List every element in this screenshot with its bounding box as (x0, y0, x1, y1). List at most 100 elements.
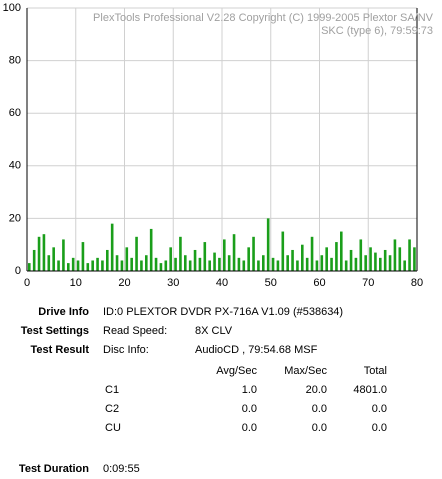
bar (154, 257, 158, 271)
bar (188, 260, 192, 271)
column-header: Avg/Sec (216, 365, 257, 377)
bar (193, 249, 197, 271)
bar (325, 247, 328, 271)
bar (130, 257, 133, 271)
value: 0:09:55 (103, 463, 140, 475)
bar (42, 234, 46, 271)
row-label: C2 (105, 403, 119, 415)
bar (125, 247, 129, 271)
bar (315, 260, 319, 271)
bar (184, 255, 187, 271)
x-tick-label: 70 (362, 277, 374, 289)
bar (120, 260, 124, 271)
bars (28, 218, 416, 271)
bar (37, 236, 41, 271)
key: Read Speed: (103, 325, 167, 337)
bar (413, 247, 416, 271)
bar (208, 260, 211, 271)
bar (232, 234, 236, 271)
x-tick-label: 20 (118, 277, 130, 289)
bar (71, 257, 75, 271)
bar (140, 260, 143, 271)
bar (276, 260, 280, 271)
bar (32, 249, 36, 271)
label: Drive Info (38, 306, 89, 318)
bar (169, 247, 172, 271)
bar (247, 247, 250, 271)
value: ID:0 PLEXTOR DVDR PX-716A V1.09 (#538634… (103, 306, 343, 318)
x-tick-label: 50 (265, 277, 277, 289)
bar (286, 255, 289, 271)
x-tick-label: 10 (70, 277, 82, 289)
bar (28, 263, 31, 271)
bar (383, 249, 387, 271)
bar (349, 249, 353, 271)
cell: 0.0 (242, 403, 257, 415)
bar (218, 257, 221, 271)
y-tick-label: 60 (9, 107, 21, 119)
y-tick-label: 0 (15, 265, 21, 277)
y-tick-label: 100 (3, 2, 21, 14)
bar (374, 252, 377, 271)
x-tick-label: 40 (216, 277, 228, 289)
cell: 4801.0 (353, 384, 387, 396)
y-tick-label: 80 (9, 55, 21, 67)
bar (330, 257, 333, 271)
bar (62, 239, 65, 271)
cell: 0.0 (312, 403, 327, 415)
bar (296, 260, 299, 271)
bar (91, 260, 94, 271)
bar (305, 257, 309, 271)
bar (223, 239, 226, 271)
bar (344, 260, 348, 271)
bar (281, 231, 285, 271)
y-tick-label: 20 (9, 212, 21, 224)
bar (340, 231, 343, 271)
bar (57, 260, 60, 271)
bar (86, 263, 90, 271)
bar (393, 239, 397, 271)
bar (164, 260, 168, 271)
x-tick-label: 0 (24, 277, 30, 289)
bar (179, 236, 182, 271)
bar (310, 236, 314, 271)
bar (257, 260, 260, 271)
x-tick-label: 80 (411, 277, 423, 289)
y-tick-label: 40 (9, 160, 21, 172)
bar (301, 244, 304, 271)
bar (115, 255, 119, 271)
bar (101, 260, 104, 271)
x-tick-label: 60 (313, 277, 325, 289)
bar (227, 255, 231, 271)
annotation: PlexTools Professional V2.28 Copyright (… (93, 12, 434, 24)
bar (149, 228, 153, 271)
bar (398, 247, 402, 271)
cell: 0.0 (372, 422, 387, 434)
label: Test Duration (19, 463, 89, 475)
bar (159, 263, 163, 271)
cell: 0.0 (372, 403, 387, 415)
row-label: C1 (105, 384, 119, 396)
bar (354, 257, 358, 271)
bar (388, 255, 392, 271)
bar (335, 242, 338, 271)
stats-table: Avg/Sec Max/Sec Total C1 1.0 20.0 4801.0 C2 0.0 0… (105, 365, 387, 434)
bar (242, 260, 246, 271)
bar (364, 255, 367, 271)
value: AudioCD , 79:54.68 MSF (195, 344, 318, 356)
key: Disc Info: (103, 344, 149, 356)
bar (106, 249, 109, 271)
column-header: Max/Sec (284, 365, 327, 377)
bar (266, 218, 270, 271)
bar (203, 242, 207, 271)
bar (174, 257, 177, 271)
bar (379, 257, 382, 271)
bar (271, 257, 275, 271)
value: 8X CLV (195, 325, 233, 337)
bar (135, 236, 138, 271)
bar (403, 260, 406, 271)
label: Test Result (31, 344, 90, 356)
column-header: Total (364, 365, 387, 377)
bar (359, 239, 363, 271)
